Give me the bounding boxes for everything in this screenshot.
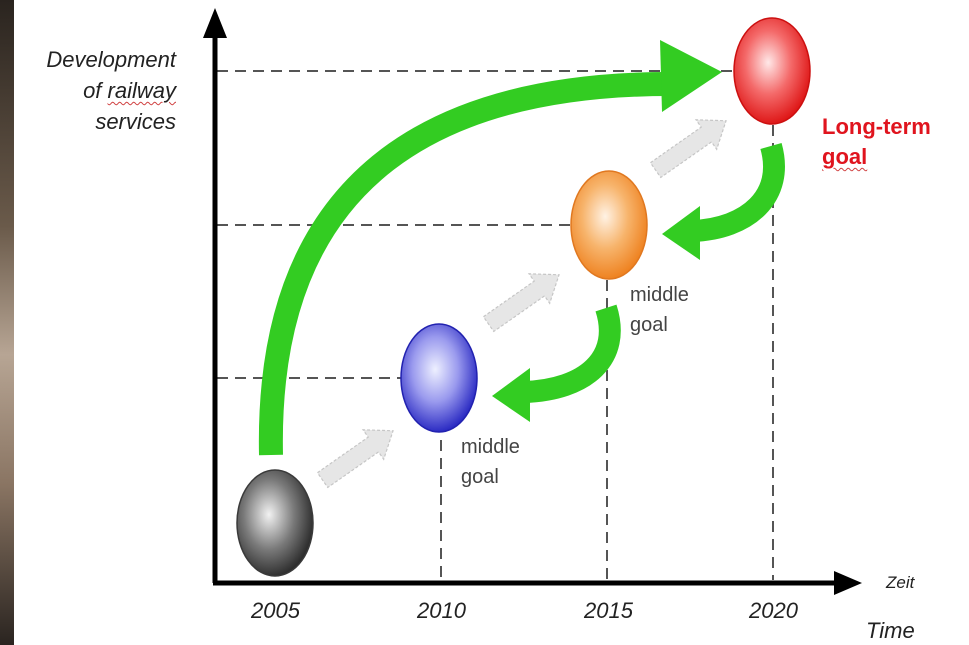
year-2020-label: 2020 — [749, 598, 798, 623]
step-arrow-2015-2020 — [649, 119, 727, 179]
step-arrow-2010-2015 — [482, 273, 560, 333]
y-axis-label-line-1: Development — [46, 47, 176, 72]
long-term-goal-line-2: goal — [822, 144, 868, 169]
step-arrow-2005-2010 — [316, 429, 394, 489]
big-green-arrow — [258, 40, 722, 456]
x-axis-arrowhead — [834, 571, 862, 595]
middle-goal-2010-line-1: middle — [461, 436, 520, 458]
middle-goal-2010-label: middle goal — [461, 432, 520, 492]
x-axis-label-time: Time — [866, 618, 915, 643]
milestone-2010-circle — [400, 323, 478, 433]
year-2005-label: 2005 — [251, 598, 300, 623]
middle-goal-2015-line-1: middle — [630, 284, 689, 306]
middle-goal-2015-line-2: goal — [630, 314, 668, 336]
milestone-2005-circle — [236, 469, 314, 577]
milestone-2015-circle — [570, 170, 648, 280]
background-photo-strip — [0, 0, 14, 645]
year-2015-label: 2015 — [584, 598, 633, 623]
feedback-arrow-2015-2010 — [492, 304, 621, 422]
year-2010-label: 2010 — [417, 598, 466, 623]
x-axis-label-zeit: Zeit — [886, 573, 915, 592]
middle-goal-2010-line-2: goal — [461, 466, 499, 488]
long-term-goal-label: Long-term goal — [822, 112, 931, 172]
y-axis-label-word-railway: railway — [107, 78, 176, 103]
y-axis-arrowhead — [203, 8, 227, 38]
step-arrows — [316, 119, 727, 489]
long-term-goal-line-1: Long-term — [822, 114, 931, 139]
axes — [203, 8, 862, 595]
milestone-2020-circle — [733, 17, 811, 125]
middle-goal-2015-label: middle goal — [630, 280, 689, 340]
y-axis-label: Development of railway services — [16, 44, 176, 137]
feedback-arrow-2020-2015 — [662, 143, 785, 260]
y-axis-label-line-2: of railway — [83, 78, 176, 103]
y-axis-label-line-3: services — [95, 109, 176, 134]
